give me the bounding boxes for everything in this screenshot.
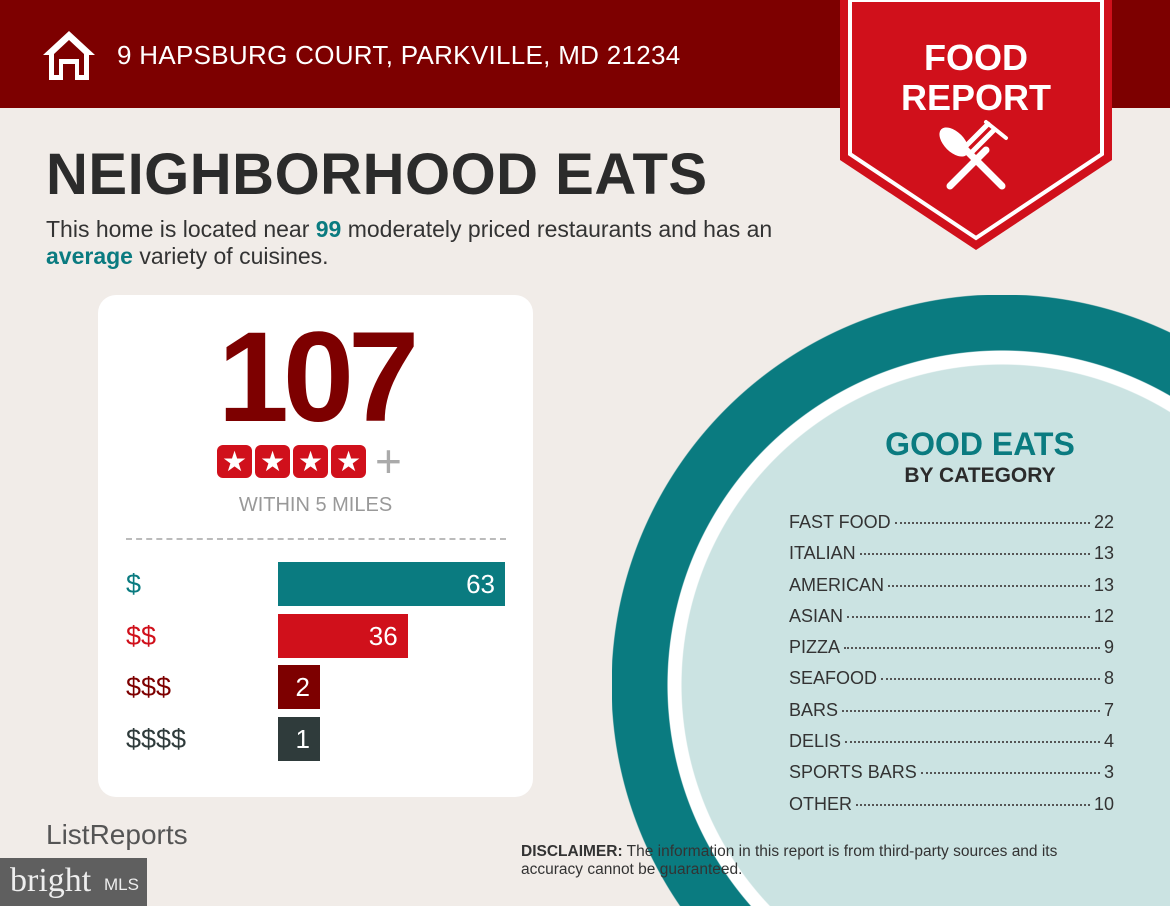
category-name: BARS [789, 699, 839, 720]
category-count: 8 [1103, 668, 1114, 689]
divider [126, 538, 506, 540]
star-icon: ★ [331, 445, 366, 478]
leader-dots [842, 709, 1100, 712]
category-list: FAST FOOD 22 ITALIAN 13 AMERICAN 13 ASIAN 12 PIZ… [789, 510, 1114, 823]
leader-dots [894, 522, 1090, 524]
restaurant-count-card: 107 ★ ★ ★ ★ + WITHIN 5 MILES $63 $$ 36 $$$ 2 $$$$… [98, 295, 533, 797]
categories-subtitle: BY CATEGORY [904, 464, 1056, 487]
price-tier-label: $$$$ [126, 723, 187, 754]
price-bar: 1 [278, 716, 320, 761]
price-tier-label: $ [126, 569, 142, 599]
category-count: 12 [1093, 605, 1114, 626]
price-bar: 63 [278, 562, 505, 606]
page-title: NEIGHBORHOOD EATS [46, 142, 708, 207]
category-name: AMERICAN [789, 574, 885, 595]
categories-title: GOOD EATS [885, 426, 1075, 462]
price-tier-label: $$$ [126, 672, 172, 702]
leader-dots [844, 647, 1100, 650]
category-item: SPORTS BARS 3 [789, 760, 1114, 791]
total-restaurants: 107 [217, 306, 420, 449]
price-bar: 2 [278, 665, 320, 709]
category-count: 7 [1103, 699, 1114, 720]
leader-dots [847, 615, 1090, 618]
price-row: $$$ 2 [126, 665, 506, 709]
category-item: FAST FOOD 22 [789, 510, 1114, 541]
badge-title: FOOD REPORT [900, 37, 1051, 118]
leader-dots [859, 553, 1090, 556]
bright-mls-watermark: bright MLS [0, 858, 147, 906]
home-icon [43, 31, 95, 80]
category-name: FAST FOOD [789, 512, 891, 532]
price-row: $63 [126, 562, 506, 606]
category-item: AMERICAN 13 [789, 573, 1114, 604]
category-item: PIZZA 9 [789, 635, 1114, 666]
spoon-fork-icon [939, 120, 1008, 190]
leader-dots [920, 772, 1100, 775]
category-count: 3 [1103, 762, 1114, 783]
category-item: DELIS 4 [789, 729, 1114, 760]
plus-icon: + [375, 435, 402, 487]
category-count: 13 [1093, 574, 1114, 595]
category-name: ITALIAN [789, 543, 856, 564]
property-address: 9 HAPSBURG COURT, PARKVILLE, MD 21234 [117, 40, 681, 70]
category-item: ASIAN 12 [789, 604, 1114, 635]
category-name: SEAFOOD [789, 668, 878, 689]
price-row: $$$$ 1 [126, 716, 506, 761]
category-count: 10 [1093, 793, 1114, 814]
radius-label: WITHIN 5 MILES [238, 494, 393, 516]
category-name: PIZZA [789, 637, 841, 658]
price-tier-label: $$ [126, 620, 157, 651]
price-bar: 36 [278, 613, 408, 658]
star-icon: ★ [255, 445, 290, 478]
category-item: SEAFOOD 8 [789, 666, 1114, 697]
category-item: OTHER 10 [789, 792, 1114, 823]
leader-dots [845, 741, 1100, 744]
category-name: SPORTS BARS [789, 762, 917, 783]
category-count: 9 [1103, 637, 1114, 658]
leader-dots [856, 803, 1090, 806]
category-item: BARS 7 [789, 698, 1114, 729]
star-icon: ★ [293, 445, 328, 478]
category-count: 13 [1093, 543, 1114, 564]
leader-dots [888, 584, 1090, 587]
category-count: 22 [1093, 512, 1114, 532]
category-name: DELIS [789, 731, 842, 752]
category-count: 4 [1103, 731, 1114, 752]
disclaimer: DISCLAIMER: The information in this repo… [521, 843, 1058, 878]
category-name: OTHER [789, 793, 852, 814]
summary-text: This home is located near 99 moderately … [46, 216, 773, 269]
food-report-badge [840, 0, 1112, 250]
listreports-logo: ListReports [46, 819, 188, 850]
leader-dots [881, 678, 1100, 681]
category-name: ASIAN [789, 605, 844, 626]
star-icon: ★ [217, 445, 252, 478]
price-row: $$ 36 [126, 613, 506, 658]
star-rating: ★ ★ ★ ★ + [217, 435, 402, 487]
category-item: ITALIAN 13 [789, 541, 1114, 572]
